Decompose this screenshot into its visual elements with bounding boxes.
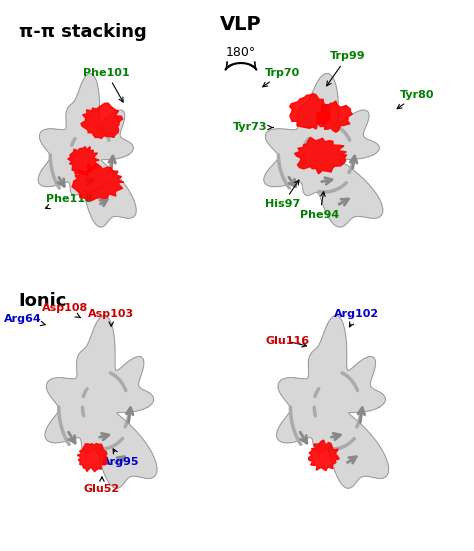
Polygon shape — [309, 440, 339, 471]
Text: Tyr80: Tyr80 — [397, 90, 434, 109]
Polygon shape — [77, 444, 107, 472]
Polygon shape — [290, 94, 330, 129]
Text: Phe118: Phe118 — [46, 194, 93, 209]
Text: Trp99: Trp99 — [327, 51, 365, 86]
Text: Asp108: Asp108 — [42, 304, 88, 317]
Polygon shape — [68, 147, 99, 176]
Text: Glu116: Glu116 — [265, 336, 310, 347]
Text: Arg102: Arg102 — [334, 309, 379, 327]
Polygon shape — [81, 103, 123, 138]
Polygon shape — [294, 137, 346, 174]
Text: Phe94: Phe94 — [300, 192, 339, 220]
Text: Arg95: Arg95 — [102, 449, 139, 467]
Polygon shape — [316, 101, 352, 132]
Text: Trp70: Trp70 — [263, 68, 300, 87]
Text: Phe101: Phe101 — [83, 68, 130, 102]
Text: π-π stacking: π-π stacking — [18, 23, 146, 41]
Text: Ionic: Ionic — [18, 292, 67, 310]
Text: VLP: VLP — [220, 15, 262, 34]
Polygon shape — [277, 316, 389, 488]
Polygon shape — [264, 73, 383, 227]
Text: Tyr73: Tyr73 — [233, 122, 273, 132]
Text: 180°: 180° — [226, 46, 256, 59]
Polygon shape — [45, 316, 157, 488]
Polygon shape — [72, 164, 124, 201]
Text: Asp103: Asp103 — [88, 309, 134, 326]
Text: Glu52: Glu52 — [84, 477, 120, 494]
Text: Arg64: Arg64 — [4, 315, 46, 326]
Polygon shape — [38, 73, 136, 227]
Text: His97: His97 — [265, 180, 300, 209]
